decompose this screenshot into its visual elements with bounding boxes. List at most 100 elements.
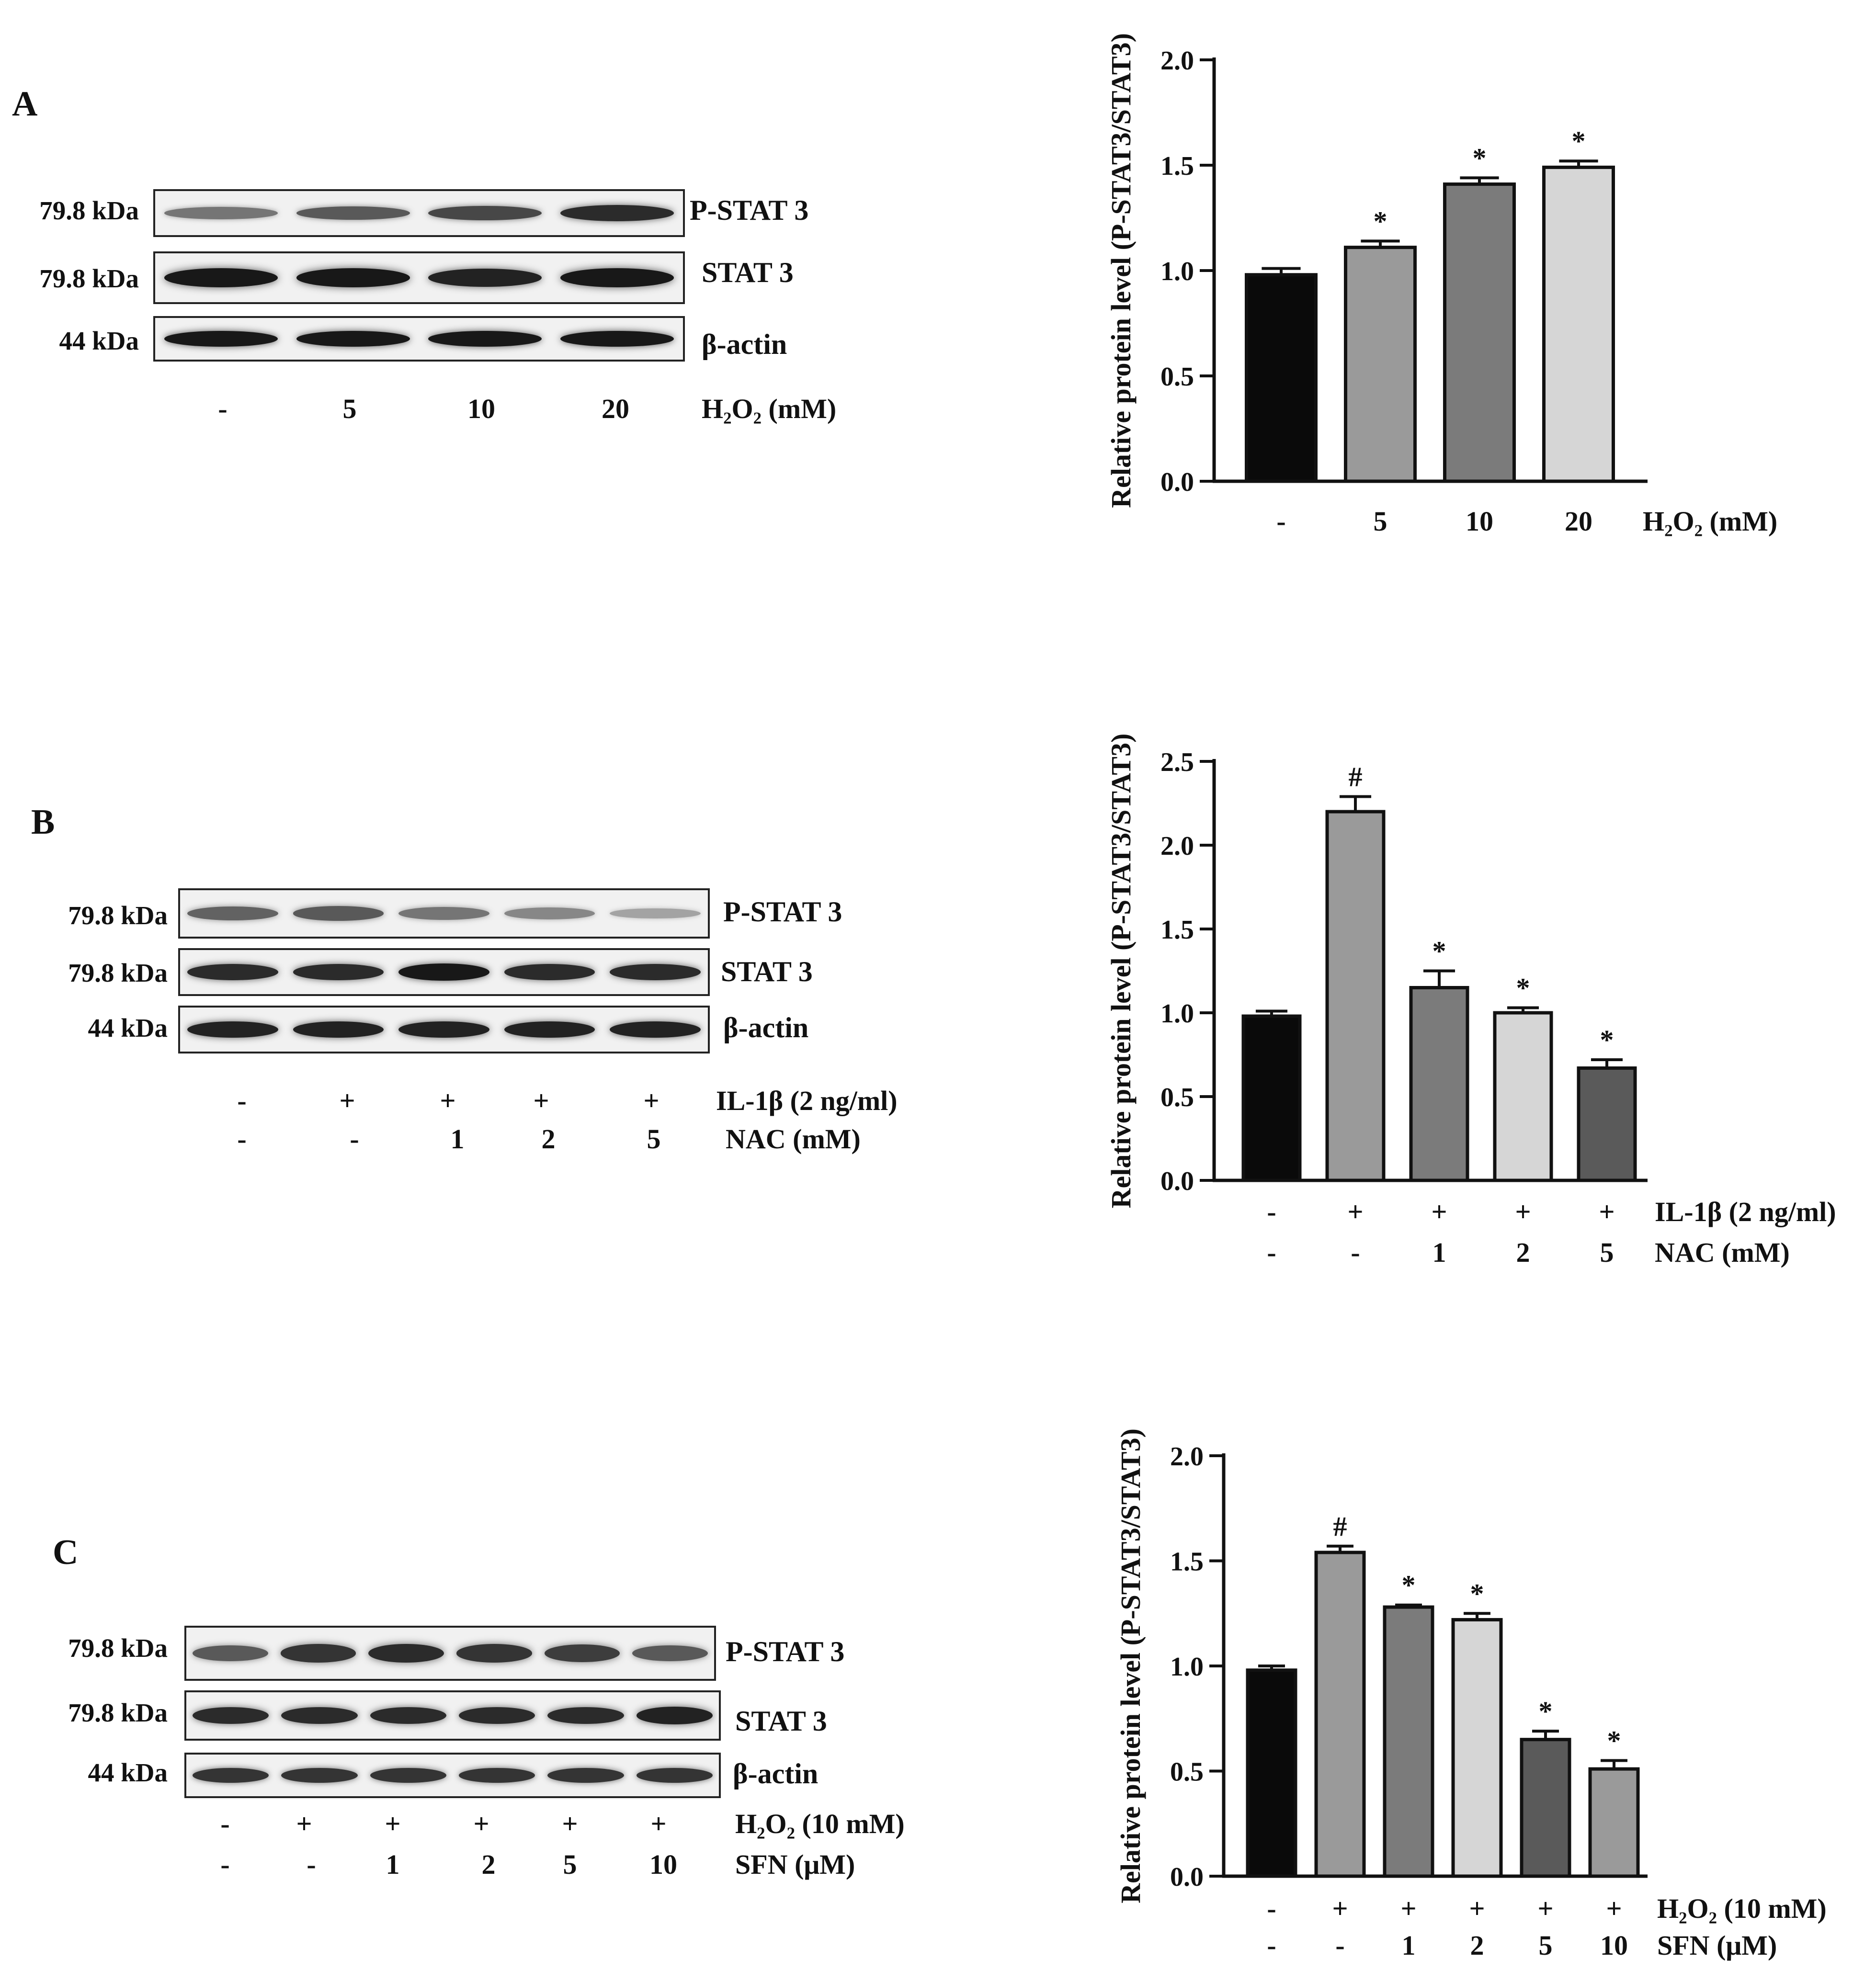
blot-band [458, 1707, 535, 1724]
blot-label: STAT 3 [721, 956, 813, 987]
blot-band [504, 907, 595, 919]
lane-value: 5 [342, 393, 357, 424]
blot-band [281, 1707, 358, 1724]
bar [1383, 1605, 1434, 1878]
marker-label: 79.8 kDa [68, 1698, 168, 1727]
blot-band [560, 268, 674, 287]
lane-value: + [473, 1808, 489, 1839]
blot-band [398, 906, 489, 920]
marker-label: 79.8 kDa [68, 1633, 168, 1663]
significance-marker: * [1516, 973, 1530, 1004]
marker-label: 44 kDa [88, 1013, 168, 1042]
bar [1409, 986, 1469, 1182]
blot-band [458, 1768, 535, 1783]
lane-value: 10 [467, 393, 495, 424]
condition-label: IL-1β (2 ng/ml) [1655, 1196, 1836, 1227]
significance-marker: # [1349, 761, 1363, 793]
lane-value: 1 [450, 1123, 465, 1155]
marker-label: 44 kDa [59, 326, 139, 355]
x-tick-label: + [1347, 1196, 1363, 1227]
x-tick-label: 5 [1374, 506, 1387, 537]
blot-band [560, 205, 674, 221]
lane-value: 2 [541, 1123, 556, 1155]
lane-value: + [385, 1808, 401, 1839]
blot-band [610, 1021, 701, 1038]
bar [1588, 1767, 1640, 1878]
blot-band [192, 1768, 269, 1783]
lane-value: 2 [481, 1849, 496, 1880]
y-tick-label: 2.0 [1170, 1442, 1204, 1472]
y-tick-label: 2.0 [1160, 831, 1194, 861]
marker-label: 79.8 kDa [68, 958, 168, 987]
blot-band [370, 1768, 446, 1783]
significance-marker: * [1539, 1696, 1553, 1727]
blot-band [187, 906, 278, 921]
blot-band [164, 268, 278, 287]
blot-band [187, 964, 278, 980]
x-tick-label: 5 [1600, 1237, 1614, 1268]
blot-label: P-STAT 3 [690, 194, 809, 226]
x-tick-label: 10 [1466, 506, 1493, 537]
bar [1443, 182, 1516, 483]
y-tick-label: 1.0 [1160, 257, 1194, 286]
y-axis-label: Relative protein level (P-STAT3/STAT3) [1115, 1428, 1146, 1903]
condition-label: SFN (μM) [1657, 1930, 1777, 1961]
blot-band [428, 205, 542, 221]
y-tick-label: 1.5 [1160, 915, 1194, 945]
blot-band [187, 1021, 278, 1038]
condition-label: IL-1β (2 ng/ml) [716, 1085, 898, 1116]
blot-band [370, 1707, 446, 1724]
condition-label: H₂O₂ (10 mM) [1657, 1893, 1827, 1924]
y-tick-label: 1.5 [1160, 151, 1194, 181]
x-tick-label: + [1537, 1893, 1553, 1924]
y-tick-label: 1.5 [1170, 1547, 1204, 1577]
blot-band [610, 908, 701, 919]
blot-band [544, 1644, 620, 1662]
blot-band [296, 206, 410, 220]
blot-band [456, 1644, 532, 1663]
lane-value: 1 [386, 1849, 400, 1880]
lane-value: + [296, 1808, 312, 1839]
x-tick-label: 1 [1433, 1237, 1446, 1268]
blot-band [632, 1645, 708, 1662]
y-tick-label: 1.0 [1170, 1652, 1204, 1682]
x-tick-label: 10 [1600, 1930, 1628, 1961]
blot-band [547, 1707, 624, 1724]
blot-band [296, 268, 410, 287]
significance-marker: * [1470, 1578, 1484, 1609]
x-tick-label: + [1599, 1196, 1614, 1227]
western-blot-stat3 [153, 251, 685, 304]
x-tick-label: 2 [1470, 1930, 1484, 1961]
lane-value: + [339, 1085, 355, 1116]
condition-label: H₂O₂ (mM) [1643, 506, 1777, 537]
marker-label: 79.8 kDa [39, 264, 139, 293]
blot-band [560, 330, 674, 347]
significance-marker: * [1433, 936, 1446, 967]
y-axis-label: Relative protein level (P-STAT3/STAT3) [1105, 33, 1137, 508]
marker-label: 79.8 kDa [39, 196, 139, 225]
y-tick-label: 1.0 [1160, 999, 1194, 1029]
bar [1577, 1066, 1637, 1182]
x-tick-label: + [1515, 1196, 1531, 1227]
blot-band [636, 1707, 713, 1724]
significance-marker: * [1572, 125, 1586, 157]
x-tick-label: - [1267, 1930, 1276, 1961]
x-tick-label: 2 [1516, 1237, 1530, 1268]
lane-value: + [533, 1085, 549, 1116]
blot-band [164, 330, 278, 347]
blot-label: STAT 3 [702, 257, 794, 288]
lane-value: + [650, 1808, 667, 1839]
blot-band [504, 964, 595, 980]
x-tick-label: + [1469, 1893, 1485, 1924]
lane-value: - [220, 1808, 230, 1839]
blot-band [610, 964, 701, 980]
blot-band [192, 1707, 269, 1724]
blot-band [296, 330, 410, 347]
lane-value: + [440, 1085, 456, 1116]
marker-label: 44 kDa [88, 1758, 168, 1787]
bar [1520, 1738, 1571, 1878]
y-tick-label: 0.0 [1170, 1862, 1204, 1892]
condition-label: H₂O₂ (10 mM) [735, 1808, 905, 1839]
lane-value: 5 [647, 1123, 661, 1155]
